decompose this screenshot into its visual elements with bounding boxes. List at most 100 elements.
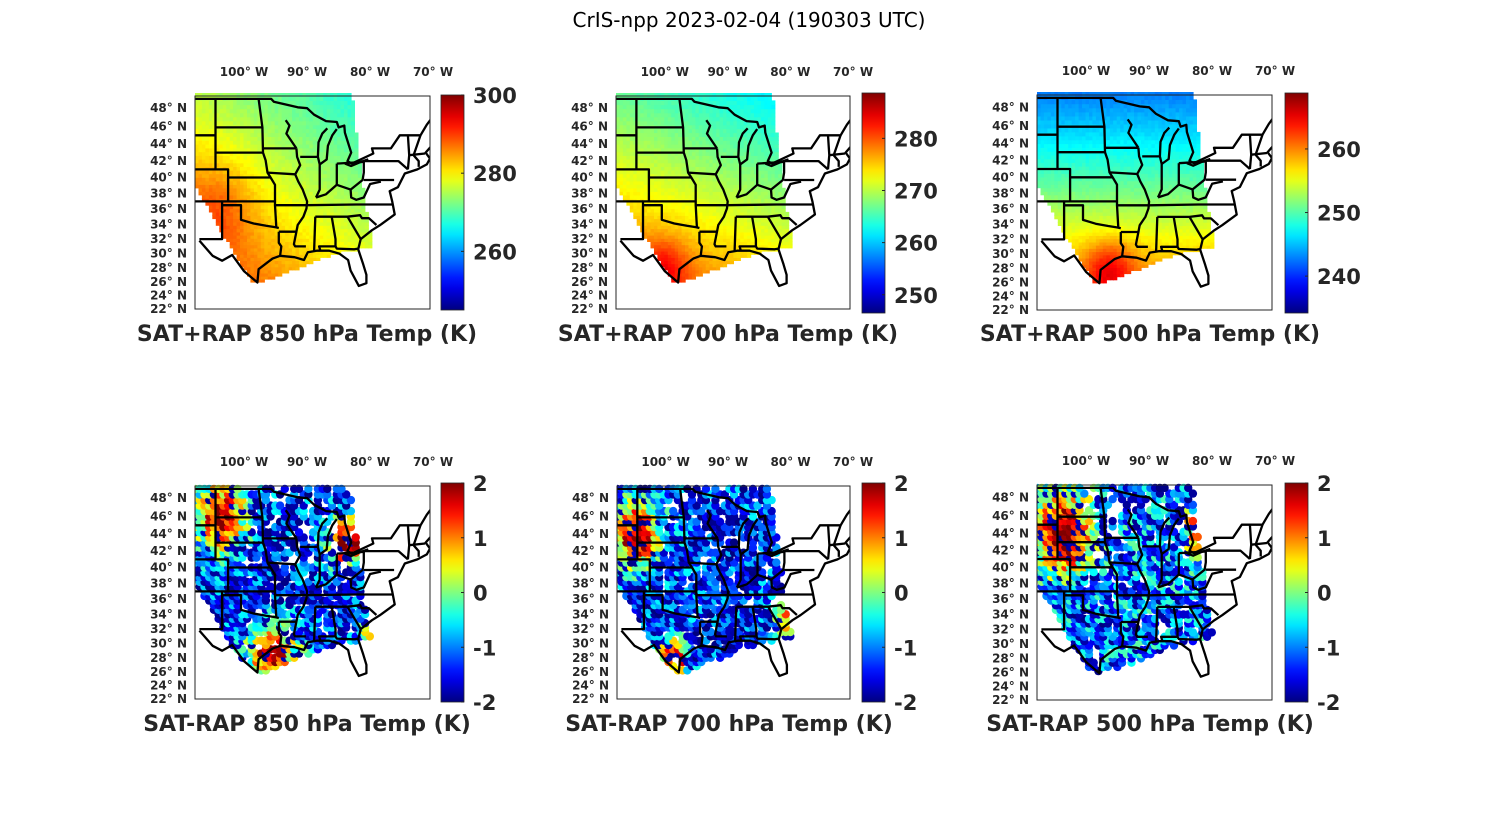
data-cell (1102, 225, 1107, 230)
data-cell (719, 96, 724, 101)
data-cell (702, 187, 707, 192)
data-cell (733, 151, 738, 156)
data-cell (247, 201, 252, 206)
data-cell (685, 263, 690, 268)
data-cell (274, 108, 279, 114)
data-cell (622, 108, 627, 114)
data-cell (226, 215, 231, 220)
data-cell (295, 215, 300, 220)
data-cell (1123, 248, 1128, 253)
data-cell (267, 155, 272, 160)
data-cell (340, 244, 345, 249)
data-cell (299, 177, 304, 182)
data-cell (619, 147, 624, 153)
data-cell (654, 198, 659, 203)
data-cell (1092, 261, 1097, 265)
data-cell (1113, 235, 1118, 240)
data-cell (760, 208, 765, 213)
data-cell (771, 221, 776, 226)
data-cell (274, 180, 279, 185)
data-cell (229, 218, 234, 223)
data-cell (733, 104, 738, 110)
data-cell (292, 159, 297, 164)
data-cell (750, 159, 755, 164)
data-cell (267, 251, 272, 255)
data-cell (247, 215, 252, 220)
data-cell (250, 228, 255, 233)
data-cell (344, 241, 349, 246)
data-cell (312, 159, 317, 164)
data-cell (740, 140, 745, 145)
data-cell (736, 166, 741, 171)
data-cell (698, 159, 703, 164)
data-cell (285, 247, 290, 252)
data-cell (716, 235, 721, 239)
data-cell (654, 140, 659, 145)
data-cell (1203, 245, 1208, 249)
data-cell (208, 116, 213, 122)
data-cell (281, 147, 286, 153)
lat-tick-label: 48° N (150, 101, 187, 115)
data-cell (1116, 232, 1121, 236)
data-cell (647, 225, 652, 230)
data-cell (274, 241, 279, 246)
data-cell (1113, 228, 1118, 233)
data-cell (330, 194, 335, 199)
data-cell (1092, 257, 1097, 262)
data-cell (685, 132, 690, 137)
data-cell (723, 215, 728, 220)
data-cell (243, 184, 248, 189)
data-cell (212, 215, 217, 220)
data-cell (357, 231, 362, 236)
data-cell (767, 238, 772, 242)
data-cell (1196, 238, 1201, 243)
data-cell (726, 247, 731, 252)
data-cell (278, 120, 283, 126)
data-cell (1109, 254, 1114, 259)
data-cell (292, 128, 297, 134)
data-cell (247, 257, 252, 261)
data-cell (305, 180, 310, 185)
data-cell (740, 231, 745, 236)
data-cell (260, 208, 265, 213)
data-cell (292, 147, 297, 153)
data-cell (271, 96, 276, 101)
data-cell (657, 251, 662, 255)
data-cell (688, 201, 693, 206)
data-cell (247, 231, 252, 236)
data-cell (219, 173, 224, 178)
data-cell (650, 116, 655, 122)
data-cell (312, 128, 317, 134)
data-cell (674, 254, 679, 258)
data-cell (1092, 267, 1097, 271)
data-cell (726, 205, 731, 210)
data-cell (267, 108, 272, 114)
data-cell (243, 198, 248, 203)
data-cell (698, 124, 703, 130)
data-cell (781, 187, 786, 192)
data-cell (726, 132, 731, 137)
data-cell (750, 144, 755, 149)
data-cell (695, 269, 700, 274)
data-cell (719, 221, 724, 226)
data-cell (285, 238, 290, 242)
data-cell (1085, 261, 1090, 265)
data-cell (681, 260, 686, 265)
data-cell (698, 235, 703, 239)
data-cell (678, 211, 683, 216)
lon-tick-label: 100° W (220, 65, 268, 79)
data-cell (736, 254, 741, 258)
data-cell (233, 177, 238, 182)
panel-title: SAT+RAP 850 hPa Temp (K) (137, 322, 477, 347)
data-cell (302, 93, 307, 97)
data-cell (719, 144, 724, 149)
data-cell (702, 159, 707, 164)
data-cell (233, 112, 238, 118)
data-cell (288, 166, 293, 171)
data-cell (1130, 225, 1135, 230)
data-cell (198, 177, 203, 182)
data-cell (323, 136, 328, 141)
data-cell (240, 136, 245, 141)
lat-tick-label: 42° N (150, 154, 187, 168)
data-cell (767, 108, 772, 114)
